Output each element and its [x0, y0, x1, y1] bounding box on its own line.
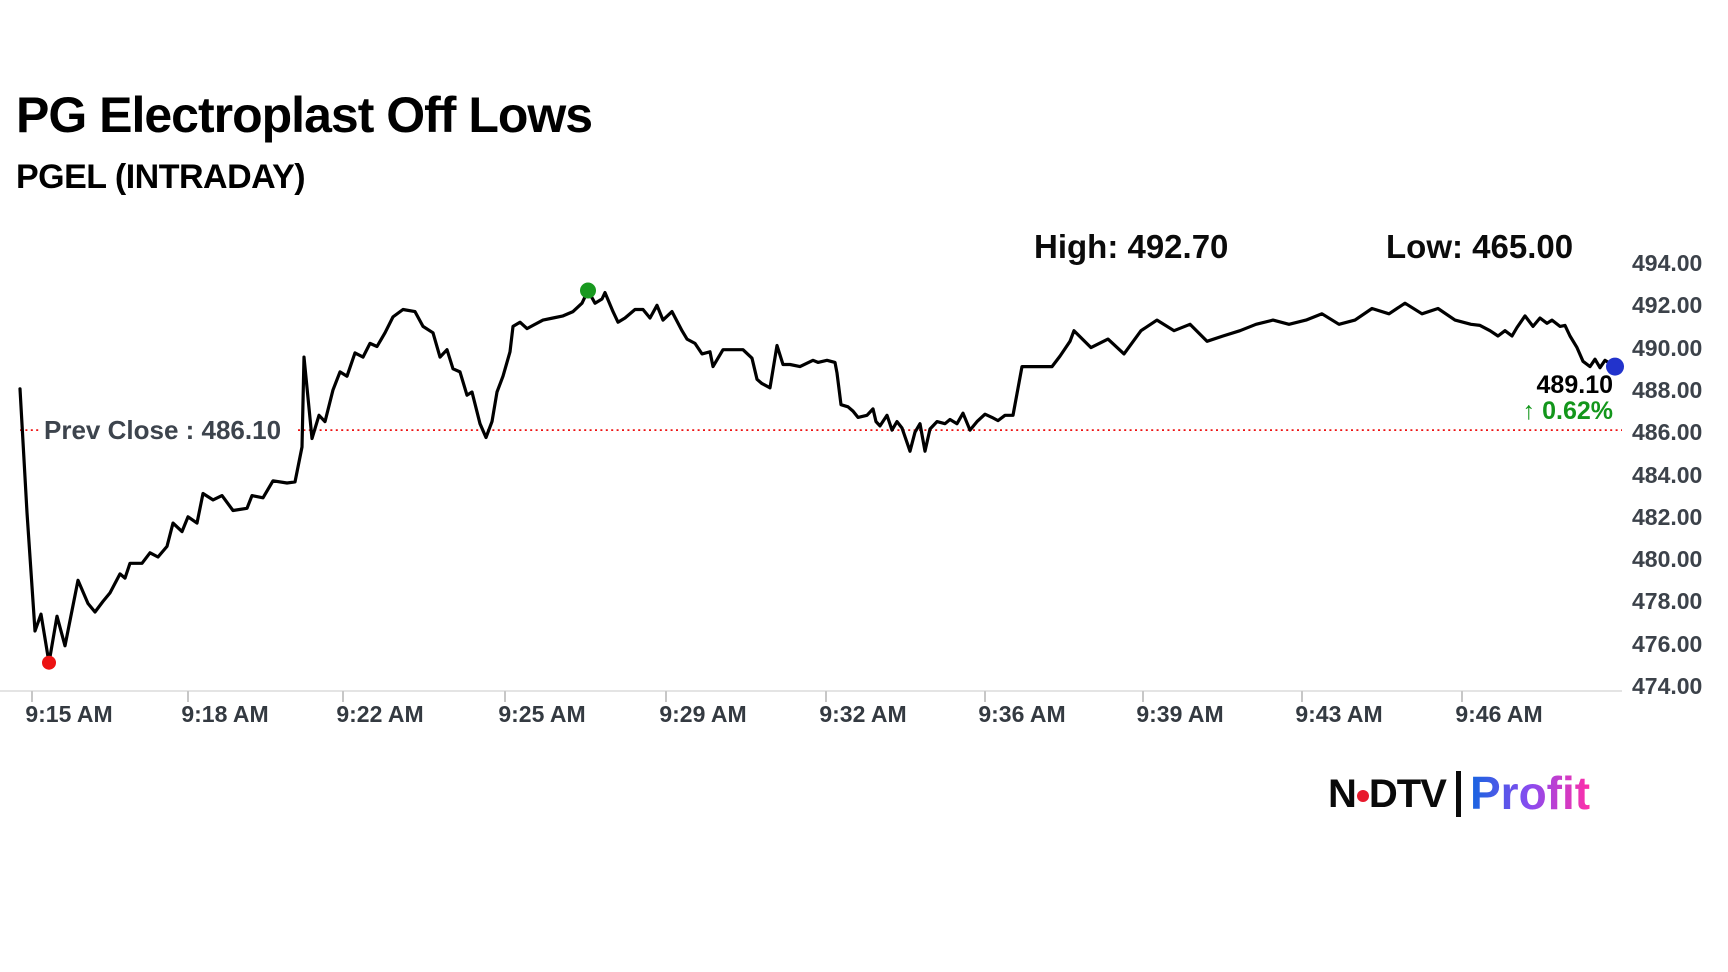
session-high-label: High: 492.70 [1034, 228, 1229, 265]
x-axis-tick-label: 9:22 AM [336, 701, 424, 727]
page-subtitle: PGEL (INTRADAY) [16, 158, 306, 196]
last-price-label: 489.10 [1536, 371, 1613, 399]
low-marker-dot [42, 655, 56, 670]
ndtv-profit-logo: N DTV Profit [1328, 768, 1630, 820]
x-axis-tick-label: 9:25 AM [498, 701, 586, 727]
y-axis-tick-label: 486.00 [1632, 419, 1703, 446]
ndtv-letter-n: N [1328, 771, 1357, 816]
y-axis-tick-label: 480.00 [1632, 546, 1703, 573]
y-axis-tick-label: 474.00 [1632, 673, 1703, 699]
y-axis-tick-label: 482.00 [1632, 503, 1703, 530]
y-axis-tick-label: 478.00 [1632, 588, 1703, 615]
x-axis-tick-label: 9:18 AM [181, 701, 269, 727]
x-axis-tick-label: 9:36 AM [978, 701, 1066, 727]
price-line [18, 288, 1617, 665]
x-axis-tick-label: 9:46 AM [1455, 701, 1543, 727]
y-axis-tick-label: 490.00 [1632, 334, 1703, 361]
change-percent-label: ↑ 0.62% [1522, 397, 1613, 425]
ndtv-wordmark: N DTV [1328, 771, 1447, 817]
ndtv-letters-dtv: DTV [1368, 771, 1447, 816]
x-axis-tick-label: 9:39 AM [1136, 701, 1224, 727]
y-axis-tick-label: 492.00 [1632, 292, 1703, 319]
prev-close-label: Prev Close : 486.10 [44, 415, 288, 446]
logo-divider [1455, 771, 1461, 817]
last-price-dot [1606, 357, 1624, 376]
profit-text: Profit [1470, 768, 1590, 819]
y-axis-tick-label: 484.00 [1632, 461, 1703, 488]
x-axis-tick-label: 9:43 AM [1295, 701, 1383, 727]
x-axis-tick-label: 9:32 AM [819, 701, 907, 727]
y-axis-tick-label: 476.00 [1632, 630, 1703, 657]
session-low-label: Low: 465.00 [1386, 228, 1574, 265]
profit-wordmark: Profit [1470, 768, 1590, 819]
y-axis-tick-label: 488.00 [1632, 376, 1703, 403]
page-title: PG Electroplast Off Lows [16, 87, 593, 143]
x-axis-tick-label: 9:29 AM [659, 701, 747, 727]
y-axis-tick-label: 494.00 [1632, 250, 1703, 276]
ndtv-red-dot-icon [1356, 790, 1369, 802]
high-marker-dot [580, 282, 596, 299]
x-axis-tick-label: 9:15 AM [25, 701, 113, 727]
